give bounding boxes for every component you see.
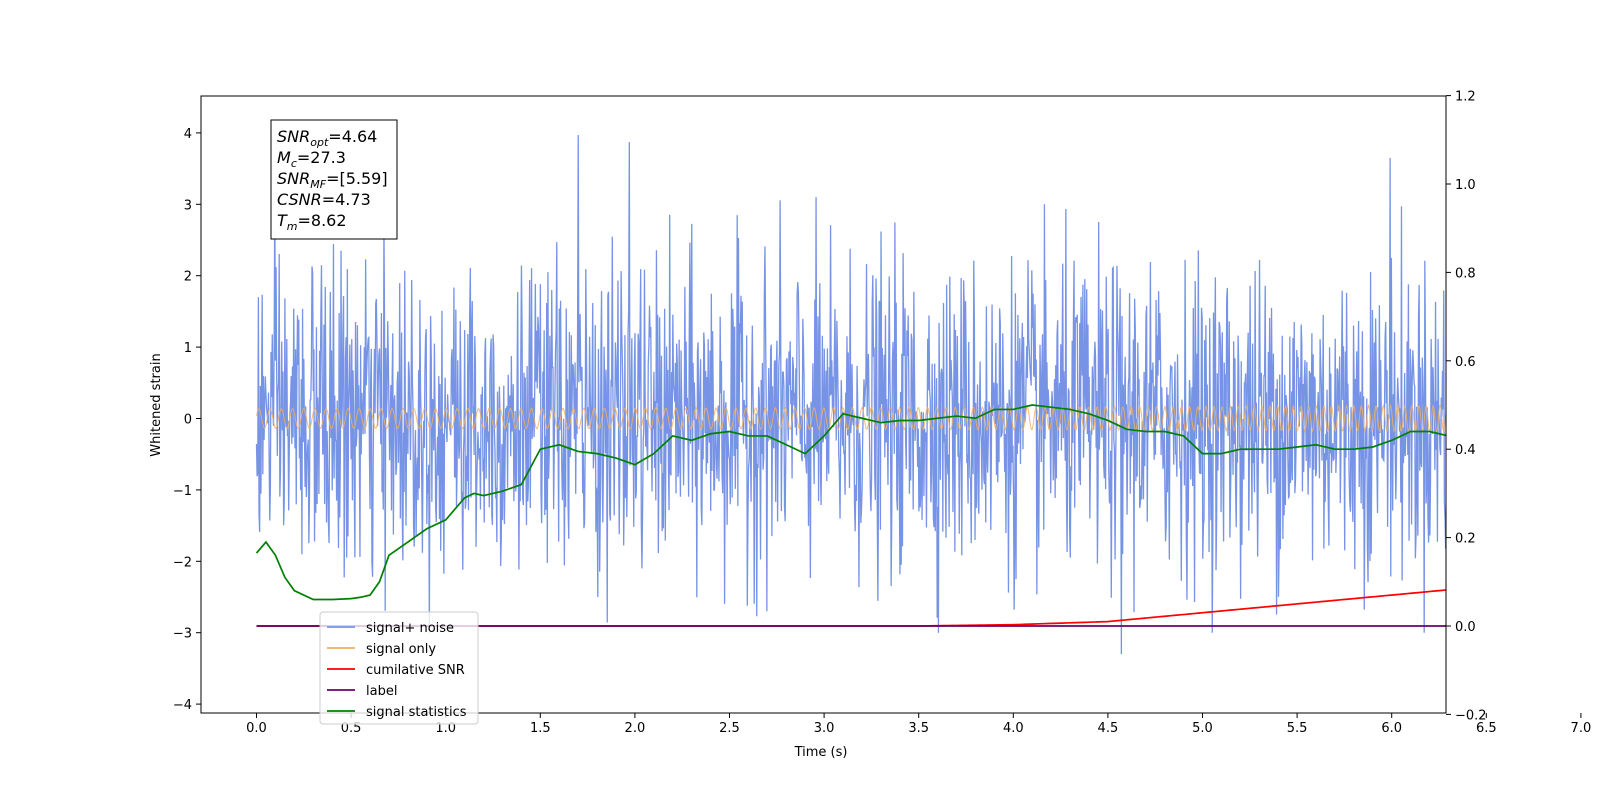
y2-tick-label: 0.2 <box>1455 532 1476 547</box>
legend-label: label <box>366 684 397 699</box>
x-tick-label: 1.0 <box>435 721 456 736</box>
series-signal-statistics <box>255 404 1446 601</box>
legend-label: signal statistics <box>366 705 467 720</box>
y2-tick-label: 0.6 <box>1455 355 1476 370</box>
x-tick-label: 2.0 <box>625 721 646 736</box>
x-tick-label: 1.5 <box>530 721 551 736</box>
series-signal-only <box>256 403 1446 434</box>
y2-tick-label: 0.4 <box>1455 443 1476 458</box>
x-tick-label: 0.5 <box>341 721 362 736</box>
y-tick-label: 0 <box>184 413 192 428</box>
legend: signal+ noise signal only cumilative SNR la… <box>319 611 479 725</box>
x-tick-label: 6.0 <box>1381 721 1402 736</box>
x-tick-label: 4.5 <box>1098 721 1119 736</box>
y-tick-label: −1 <box>173 484 192 499</box>
y-tick-label: −2 <box>173 555 192 570</box>
y2-tick-label: −0.2 <box>1455 708 1487 723</box>
y2-tick-label: 0.8 <box>1455 266 1476 281</box>
y-tick-label: −4 <box>173 698 192 713</box>
y-tick-label: −3 <box>173 627 192 642</box>
y2-tick-label: 1.2 <box>1455 90 1476 105</box>
info-box-line: CSNR=4.73 <box>277 190 371 209</box>
x-tick-label: 7.0 <box>1571 721 1592 736</box>
y-tick-label: 2 <box>184 270 192 285</box>
y2-tick-label: 0.0 <box>1455 620 1476 635</box>
legend-label: signal+ noise <box>366 621 454 636</box>
info-box-line: Tm=8.62 <box>277 211 347 233</box>
x-axis-label: Time (s) <box>794 745 848 760</box>
legend-label: signal only <box>366 642 436 657</box>
y2-tick-label: 1.0 <box>1455 178 1476 193</box>
x-tick-label: 3.5 <box>908 721 929 736</box>
y-tick-label: 4 <box>184 127 192 142</box>
plot-frame <box>200 95 1447 714</box>
y-tick-label: 3 <box>184 198 192 213</box>
info-box-line: SNRopt=4.64 <box>277 127 377 149</box>
y-axis-label: Whitened strain <box>149 353 164 456</box>
series-signal-noise <box>255 135 1446 655</box>
x-tick-label: 2.5 <box>719 721 740 736</box>
x-tick-label: 4.0 <box>1003 721 1024 736</box>
y-tick-label: 1 <box>184 341 192 356</box>
x-tick-label: 6.5 <box>1476 721 1497 736</box>
x-tick-label: 5.5 <box>1287 721 1308 736</box>
x-tick-label: 5.0 <box>1192 721 1213 736</box>
legend-label: cumilative SNR <box>366 663 465 678</box>
x-tick-label: 0.0 <box>246 721 267 736</box>
info-box-line: Mc=27.3 <box>277 148 346 170</box>
info-box-line: SNRMF=[5.59] <box>277 169 388 191</box>
x-tick-label: 3.0 <box>814 721 835 736</box>
